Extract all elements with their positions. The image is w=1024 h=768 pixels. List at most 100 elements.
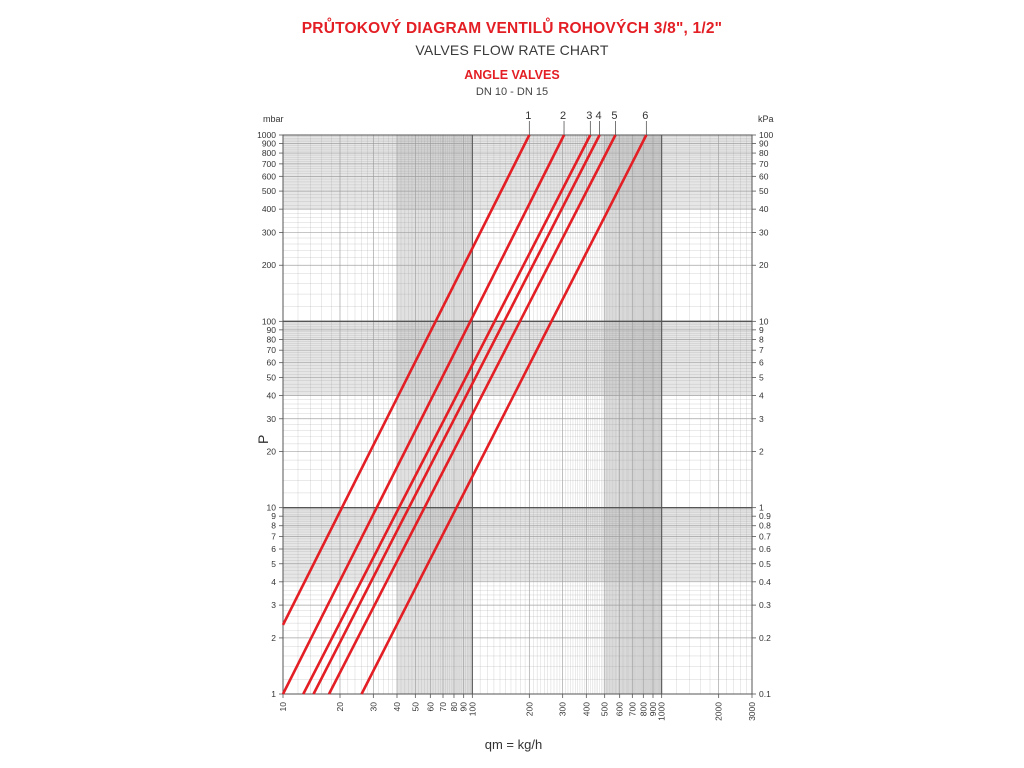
y-tick-label-right: 10: [759, 316, 769, 326]
x-tick-label: 30: [368, 702, 378, 712]
y-tick-label-right: 2: [759, 447, 764, 457]
y-left-unit-label: mbar: [263, 114, 284, 124]
y-tick-label-left: 2: [271, 633, 276, 643]
y-tick-label-left: 50: [267, 372, 277, 382]
chart-title: PRŮTOKOVÝ DIAGRAM VENTILŮ ROHOVÝCH 3/8",…: [301, 20, 723, 37]
series-label-3: 3: [586, 110, 592, 122]
grid-band-horizontal: [283, 135, 752, 210]
x-tick-label: 50: [410, 702, 420, 712]
y-tick-label-right: 0.8: [759, 521, 771, 531]
y-tick-label-right: 40: [759, 204, 769, 214]
y-tick-label-left: 700: [262, 159, 276, 169]
y-tick-label-left: 5: [271, 559, 276, 569]
y-tick-label-left: 70: [267, 345, 277, 355]
y-tick-label-right: 60: [759, 171, 769, 181]
y-tick-label-right: 0.7: [759, 532, 771, 542]
x-tick-label: 80: [449, 702, 459, 712]
y-tick-label-right: 0.1: [759, 689, 771, 699]
y-tick-label-left: 7: [271, 532, 276, 542]
y-tick-label-right: 5: [759, 372, 764, 382]
series-label-4: 4: [596, 110, 602, 122]
series-line-2: [281, 134, 566, 695]
y-tick-label-right: 50: [759, 186, 769, 196]
series-label-2: 2: [560, 110, 566, 122]
x-tick-label: 90: [459, 702, 469, 712]
y-right-unit-label: kPa: [758, 114, 774, 124]
y-tick-label-left: 30: [267, 414, 277, 424]
series-label-6: 6: [642, 110, 648, 122]
y-tick-label-left: 900: [262, 139, 276, 149]
x-tick-label: 600: [615, 702, 625, 716]
series-label-5: 5: [611, 110, 617, 122]
y-tick-label-left: 600: [262, 171, 276, 181]
y-tick-label-right: 6: [759, 358, 764, 368]
y-tick-label-left: 60: [267, 358, 277, 368]
chart-grid: [282, 135, 752, 695]
x-tick-label: 20: [335, 702, 345, 712]
y-tick-label-right: 0.9: [759, 511, 771, 521]
y-tick-label-left: 90: [267, 325, 277, 335]
y-tick-label-right: 80: [759, 148, 769, 158]
x-tick-label: 400: [581, 702, 591, 716]
x-tick-label: 300: [558, 702, 568, 716]
chart-subtitle: VALVES FLOW RATE CHART: [415, 42, 609, 58]
x-tick-label: 2000: [714, 702, 724, 721]
series-line-6: [360, 134, 648, 695]
y-tick-label-left: 400: [262, 204, 276, 214]
y-tick-label-right: 30: [759, 227, 769, 237]
y-axis-label: P: [255, 435, 271, 444]
plot-frame: [282, 134, 753, 695]
y-tick-label-right: 1: [759, 503, 764, 513]
y-tick-label-left: 3: [271, 600, 276, 610]
valve-type-label: ANGLE VALVES: [464, 68, 560, 82]
series-line-4: [312, 134, 601, 695]
y-tick-label-left: 1000: [257, 130, 276, 140]
x-tick-label: 200: [524, 702, 534, 716]
x-tick-label: 100: [467, 702, 477, 716]
y-tick-label-left: 300: [262, 227, 276, 237]
y-tick-label-left: 10: [267, 503, 277, 513]
y-tick-label-right: 0.2: [759, 633, 771, 643]
series-label-1: 1: [525, 110, 531, 122]
y-tick-label-left: 8: [271, 521, 276, 531]
y-tick-label-right: 70: [759, 159, 769, 169]
y-tick-label-right: 3: [759, 414, 764, 424]
x-tick-label: 1000: [657, 702, 667, 721]
y-tick-label-right: 0.6: [759, 544, 771, 554]
y-tick-label-right: 20: [759, 260, 769, 270]
y-tick-label-right: 7: [759, 345, 764, 355]
y-tick-label-right: 100: [759, 130, 773, 140]
dn-range-label: DN 10 - DN 15: [475, 86, 549, 98]
y-tick-label-left: 40: [267, 390, 277, 400]
series-line-1: [281, 134, 531, 626]
x-tick-label: 70: [438, 702, 448, 712]
y-tick-label-right: 0.3: [759, 600, 771, 610]
grid-band-vertical: [396, 135, 473, 694]
chart-shaded-bands: [283, 135, 752, 694]
y-tick-label-right: 0.4: [759, 577, 771, 587]
x-tick-label: 500: [600, 702, 610, 716]
x-axis-label: qm = kg/h: [485, 737, 542, 752]
y-tick-label-left: 80: [267, 334, 277, 344]
y-tick-label-left: 6: [271, 544, 276, 554]
y-tick-label-right: 8: [759, 334, 764, 344]
x-tick-label: 800: [638, 702, 648, 716]
y-tick-label-left: 100: [262, 316, 276, 326]
y-tick-label-left: 20: [267, 447, 277, 457]
grid-band-horizontal: [283, 507, 752, 582]
grid-band-horizontal: [283, 321, 752, 396]
series-line-5: [327, 134, 617, 695]
x-tick-label: 10: [278, 702, 288, 712]
x-tick-label: 700: [627, 702, 637, 716]
y-tick-label-right: 4: [759, 390, 764, 400]
x-tick-label: 40: [392, 702, 402, 712]
x-tick-label: 900: [648, 702, 658, 716]
y-tick-label-right: 0.5: [759, 559, 771, 569]
series-line-3: [302, 134, 592, 695]
x-tick-label: 3000: [747, 702, 757, 721]
